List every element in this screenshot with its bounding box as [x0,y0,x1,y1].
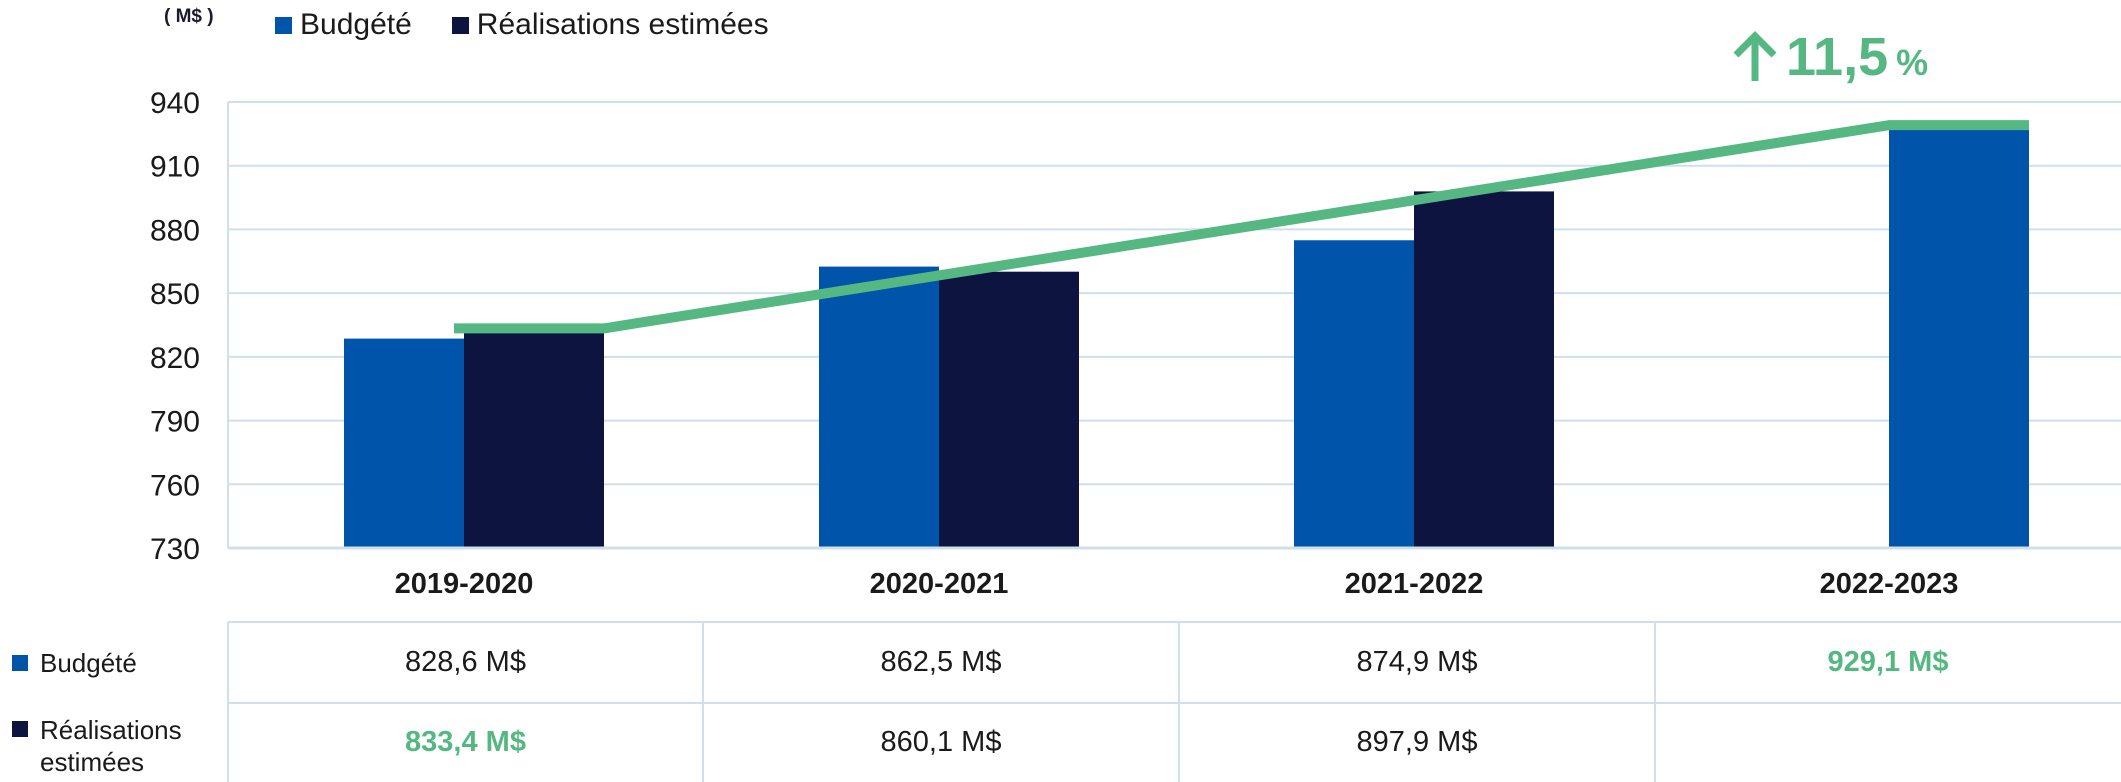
table-cell: 828,6 M$ [405,646,526,678]
y-tick-label: 850 [150,278,200,311]
legend-item-budgete: Budgété [275,8,412,42]
growth-value: 11,5 [1786,27,1889,87]
table-cell: 862,5 M$ [880,646,1002,678]
x-tick-label: 2020-2021 [869,568,1009,600]
table-label-budgete: Budgété [40,648,137,678]
table-cell: 929,1 M$ [1827,646,1949,678]
bar-budgete [1889,125,2029,548]
growth-indicator: 11,5 % [1730,26,1928,88]
x-tick-label: 2022-2023 [1819,568,1959,600]
table-swatch-realisations [12,721,28,737]
table-cell: 874,9 M$ [1356,646,1478,678]
y-tick-label: 790 [150,406,200,439]
table-row-label-budgete: Budgété [12,648,137,679]
bar-budgete [1294,240,1414,548]
table-row-label-realisations: Réalisations estimées [12,714,212,778]
table-cell: 897,9 M$ [1356,726,1478,758]
table-swatch-budgete [12,655,28,671]
legend: Budgété Réalisations estimées [275,8,809,42]
table-label-realisations: Réalisations estimées [40,715,182,777]
table-cell: 833,4 M$ [405,726,526,758]
growth-unit: % [1896,42,1929,83]
bar-budgete [344,338,464,548]
y-tick-label: 730 [150,533,200,566]
x-tick-label: 2021-2022 [1344,568,1484,600]
unit-label: ( M$ ) [164,6,214,27]
bar-realisations [939,271,1079,548]
legend-swatch-budgete [275,16,292,34]
legend-label-realisations: Réalisations estimées [476,8,769,41]
legend-item-realisations: Réalisations estimées [451,8,769,42]
arrow-up-icon [1733,31,1777,81]
y-tick-label: 820 [150,342,200,375]
legend-swatch-realisations [451,16,469,34]
y-tick-label: 910 [150,151,200,184]
bar-realisations [1414,191,1554,548]
legend-label-budgete: Budgété [300,8,412,41]
x-tick-label: 2019-2020 [394,568,534,600]
y-tick-label: 760 [150,469,200,502]
y-tick-label: 940 [150,87,200,120]
table-cell [1655,703,2121,782]
bar-realisations [464,328,604,548]
bar-budgete [819,266,939,548]
trend-line [454,120,2029,334]
y-tick-label: 880 [150,214,200,247]
table-cell: 860,1 M$ [880,726,1002,758]
